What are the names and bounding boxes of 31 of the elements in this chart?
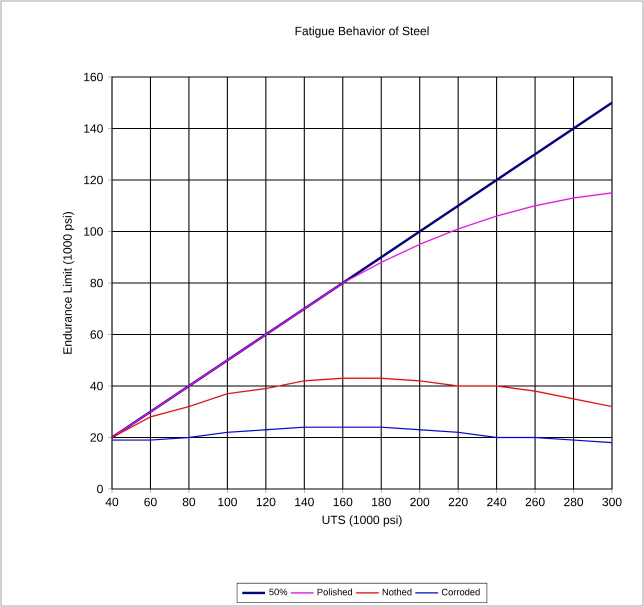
y-axis-title: Endurance Limit (1000 psi) <box>62 212 74 354</box>
y-tick-label: 20 <box>90 433 103 442</box>
x-tick-label: 180 <box>372 498 391 506</box>
x-tick-label: 200 <box>410 498 430 506</box>
x-tick-label: 160 <box>334 498 352 506</box>
chart-title: Fatigue Behavior of Steel <box>296 26 429 38</box>
x-tick-label: 120 <box>256 498 276 506</box>
y-tick-label: 140 <box>84 124 103 133</box>
x-tick-label: 240 <box>487 498 506 506</box>
x-tick-label: 60 <box>144 498 157 506</box>
x-tick-label: 40 <box>106 498 118 506</box>
y-tick-label: 80 <box>90 278 103 288</box>
legend-label: Corroded <box>442 588 480 596</box>
line-series <box>112 378 612 438</box>
x-tick-label: 140 <box>295 498 314 506</box>
x-tick-label: 100 <box>218 498 237 506</box>
y-tick-label: 120 <box>84 176 103 184</box>
x-tick-label: 80 <box>182 498 196 506</box>
y-tick-label: 100 <box>84 227 103 236</box>
x-axis-title: UTS (1000 psi) <box>322 515 402 527</box>
legend-label: Polished <box>318 588 352 596</box>
legend-label: 50% <box>269 588 288 596</box>
x-tick-label: 280 <box>564 498 584 506</box>
y-tick-label: 160 <box>84 72 103 82</box>
y-tick-label: 0 <box>97 484 103 494</box>
x-tick-label: 300 <box>602 498 622 506</box>
x-tick-label: 260 <box>526 498 545 506</box>
y-tick-label: 60 <box>90 330 103 339</box>
y-tick-label: 40 <box>90 382 103 390</box>
x-tick-label: 220 <box>448 498 468 506</box>
legend-label: Nothed <box>382 588 412 596</box>
